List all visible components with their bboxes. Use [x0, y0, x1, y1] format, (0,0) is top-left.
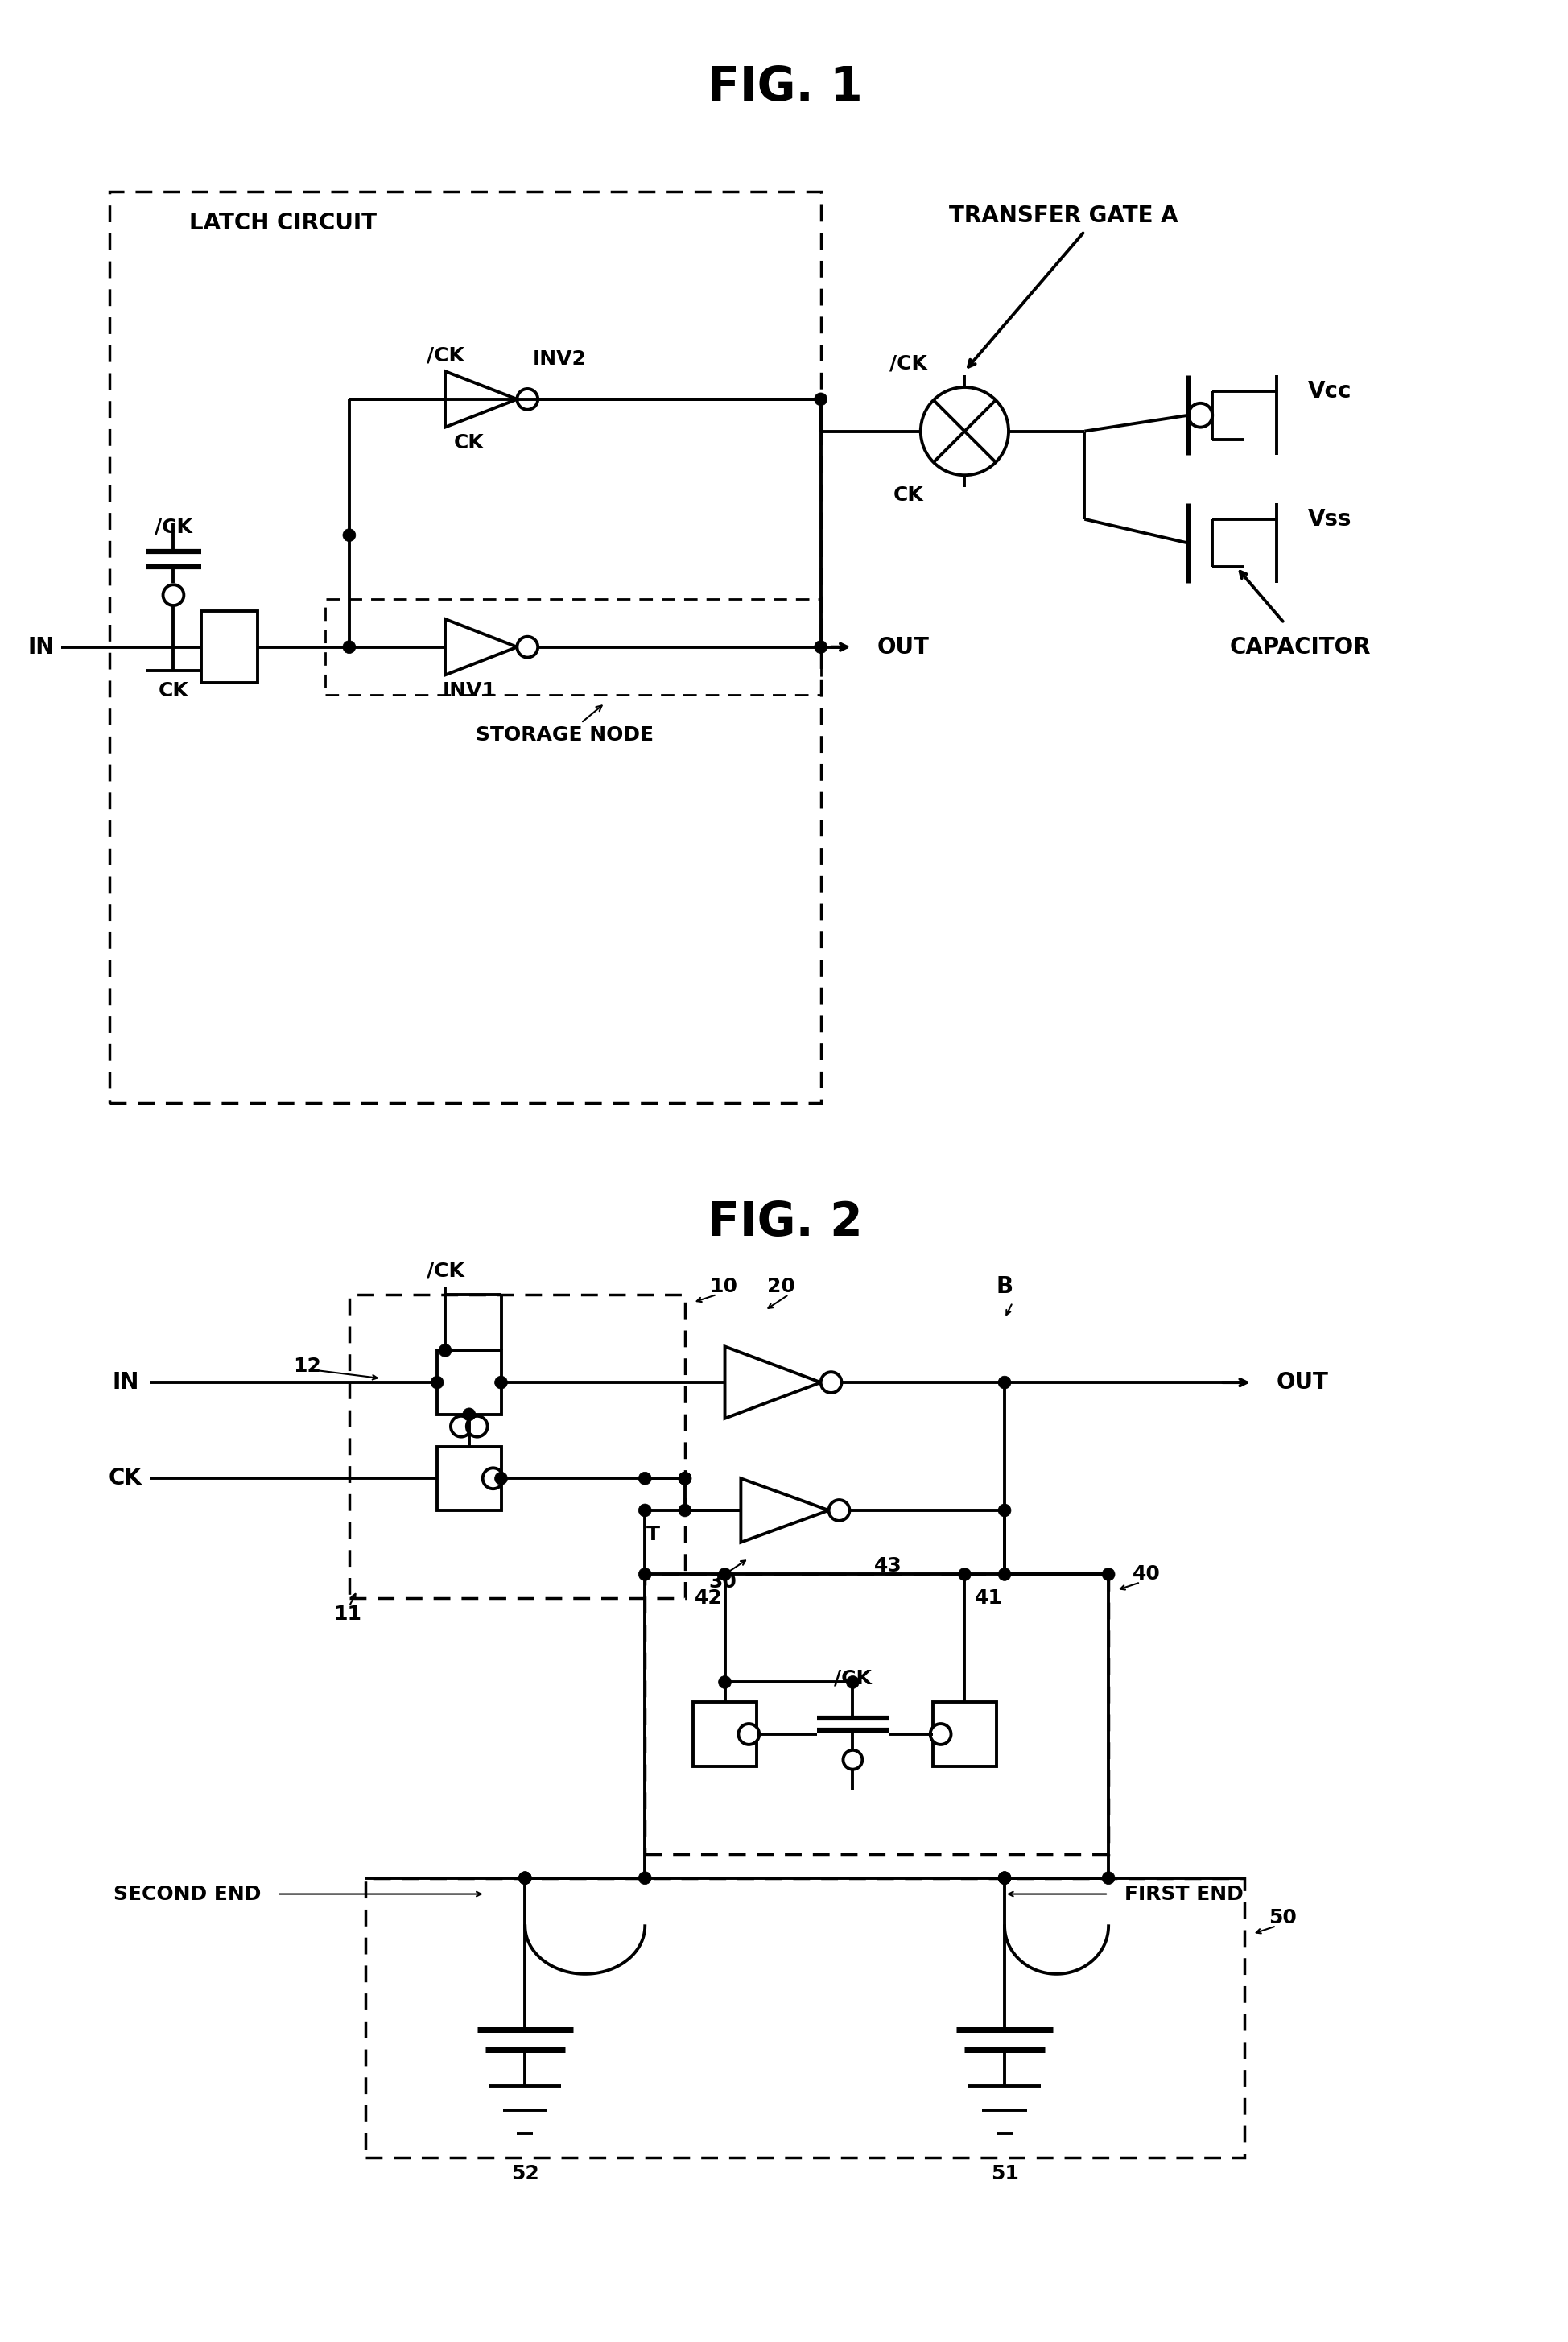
Circle shape	[997, 1567, 1010, 1581]
Circle shape	[845, 1677, 859, 1689]
Circle shape	[814, 393, 826, 405]
Circle shape	[517, 389, 538, 410]
Circle shape	[494, 1473, 506, 1485]
Text: INV1: INV1	[442, 682, 495, 700]
Circle shape	[679, 1504, 691, 1518]
Text: CK: CK	[108, 1466, 143, 1490]
Text: 20: 20	[767, 1276, 795, 1295]
Circle shape	[930, 1724, 950, 1745]
Text: /CK: /CK	[426, 347, 464, 365]
Circle shape	[439, 1344, 452, 1356]
Text: IN: IN	[28, 635, 55, 658]
Text: Vcc: Vcc	[1308, 379, 1352, 403]
Text: OUT: OUT	[877, 635, 928, 658]
Text: CK: CK	[158, 682, 188, 700]
Bar	[110, 192, 820, 1103]
Text: /CK: /CK	[155, 518, 193, 536]
Text: 30: 30	[709, 1571, 737, 1593]
Circle shape	[820, 1372, 840, 1393]
Circle shape	[483, 1468, 503, 1490]
Circle shape	[920, 386, 1008, 475]
Circle shape	[494, 1377, 506, 1389]
Circle shape	[638, 1504, 651, 1518]
Circle shape	[463, 1408, 475, 1422]
Circle shape	[814, 642, 826, 653]
Circle shape	[450, 1417, 472, 1436]
Circle shape	[679, 1473, 691, 1485]
Bar	[931, 1703, 996, 1766]
Text: IN: IN	[111, 1370, 140, 1393]
Text: STORAGE NODE: STORAGE NODE	[475, 726, 654, 745]
Text: 43: 43	[873, 1557, 902, 1576]
Circle shape	[1101, 1567, 1115, 1581]
Bar	[350, 1295, 685, 1597]
Text: FIG. 1: FIG. 1	[707, 66, 862, 110]
Bar	[437, 1447, 500, 1511]
Text: 42: 42	[695, 1588, 723, 1609]
Bar	[201, 611, 257, 684]
Polygon shape	[445, 618, 517, 674]
Circle shape	[163, 586, 183, 607]
Circle shape	[638, 1473, 651, 1485]
Text: 40: 40	[1132, 1564, 1160, 1583]
Circle shape	[638, 1871, 651, 1885]
Polygon shape	[740, 1478, 828, 1543]
Circle shape	[997, 1504, 1010, 1518]
Circle shape	[842, 1749, 862, 1768]
Circle shape	[958, 1567, 971, 1581]
Circle shape	[679, 1473, 691, 1485]
Circle shape	[997, 1871, 1010, 1885]
Text: SECOND END: SECOND END	[113, 1885, 262, 1904]
Circle shape	[997, 1377, 1010, 1389]
Text: OUT: OUT	[1276, 1370, 1328, 1393]
Bar	[644, 1574, 1109, 1855]
Text: 10: 10	[709, 1276, 737, 1295]
Text: CK: CK	[453, 433, 485, 452]
Circle shape	[638, 1567, 651, 1581]
Text: CAPACITOR: CAPACITOR	[1229, 635, 1370, 658]
Text: Vss: Vss	[1308, 508, 1352, 529]
Text: 50: 50	[1267, 1909, 1295, 1927]
Text: TRANSFER GATE A: TRANSFER GATE A	[949, 204, 1178, 227]
Circle shape	[1189, 403, 1212, 426]
Circle shape	[828, 1499, 850, 1520]
Text: 52: 52	[511, 2164, 539, 2183]
Circle shape	[997, 1871, 1010, 1885]
Text: /CK: /CK	[834, 1668, 872, 1689]
Circle shape	[431, 1377, 444, 1389]
Bar	[325, 600, 820, 696]
Text: 11: 11	[332, 1604, 361, 1623]
Text: 51: 51	[989, 2164, 1018, 2183]
Circle shape	[519, 1871, 532, 1885]
Text: CK: CK	[894, 485, 924, 506]
Text: 12: 12	[293, 1356, 321, 1377]
Circle shape	[343, 642, 356, 653]
Circle shape	[1101, 1871, 1115, 1885]
Circle shape	[718, 1567, 731, 1581]
Bar	[365, 1878, 1243, 2157]
Circle shape	[679, 1473, 691, 1485]
Circle shape	[343, 529, 356, 541]
Circle shape	[519, 1871, 532, 1885]
Circle shape	[517, 637, 538, 658]
Text: LATCH CIRCUIT: LATCH CIRCUIT	[190, 213, 376, 234]
Circle shape	[718, 1677, 731, 1689]
Text: 41: 41	[974, 1588, 1002, 1609]
Circle shape	[467, 1417, 488, 1436]
Polygon shape	[724, 1347, 820, 1419]
Text: FIG. 2: FIG. 2	[707, 1199, 862, 1246]
Text: FIRST END: FIRST END	[1124, 1885, 1243, 1904]
Bar	[693, 1703, 756, 1766]
Text: B: B	[996, 1276, 1013, 1297]
Circle shape	[739, 1724, 759, 1745]
Text: /CK: /CK	[889, 354, 927, 372]
Text: INV2: INV2	[533, 349, 586, 370]
Bar	[437, 1351, 500, 1415]
Polygon shape	[445, 372, 517, 426]
Text: /CK: /CK	[426, 1260, 464, 1281]
Text: T: T	[646, 1525, 660, 1543]
